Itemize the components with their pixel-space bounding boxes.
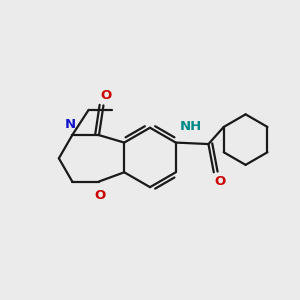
Text: O: O	[101, 89, 112, 102]
Text: NH: NH	[180, 120, 202, 133]
Text: N: N	[65, 118, 76, 131]
Text: O: O	[214, 175, 225, 188]
Text: O: O	[95, 189, 106, 202]
